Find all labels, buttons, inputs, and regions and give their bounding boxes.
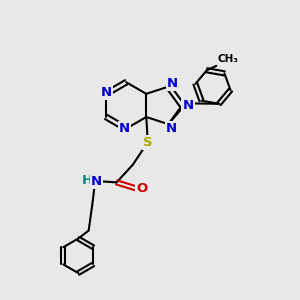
Text: CH₃: CH₃ bbox=[217, 54, 238, 64]
Text: S: S bbox=[143, 136, 153, 149]
Text: H: H bbox=[81, 174, 92, 187]
Text: N: N bbox=[166, 122, 177, 135]
Text: N: N bbox=[100, 86, 112, 99]
Text: N: N bbox=[182, 99, 194, 112]
Text: N: N bbox=[167, 77, 178, 90]
Text: N: N bbox=[91, 175, 102, 188]
Text: N: N bbox=[119, 122, 130, 135]
Text: O: O bbox=[136, 182, 148, 195]
